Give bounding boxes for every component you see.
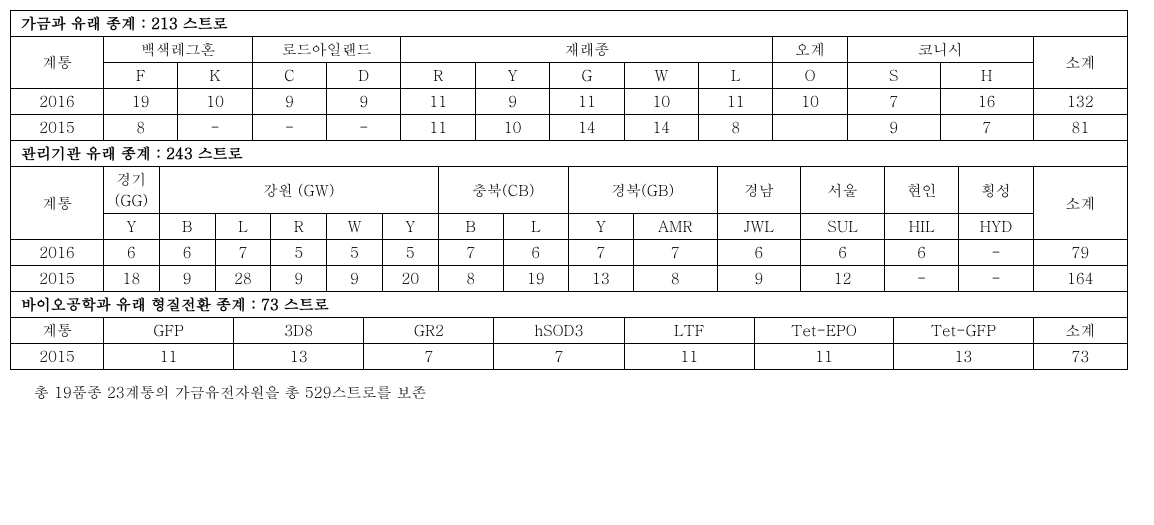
s1-col-F: F: [103, 63, 177, 89]
genetic-resource-table: 가금과 유래 종계 : 213 스트로 계통 백색레그혼 로드아일랜드 재래종 …: [10, 10, 1128, 370]
table-row: 2015 8 - - - 11 10 14 14 8 9 7 81: [11, 115, 1128, 141]
s2-year-2015: 2015: [11, 266, 104, 292]
s3-subtotal-label: 소계: [1033, 318, 1127, 344]
section3-title: 바이오공학과 유래 형질전환 종계 : 73 스트로: [11, 292, 1128, 318]
table-row: 2015 11 13 7 7 11 11 13 73: [11, 344, 1128, 370]
s1-year-2015: 2015: [11, 115, 104, 141]
s1-group-native: 재래종: [401, 37, 773, 63]
s3-col-hsod3: hSOD3: [494, 318, 624, 344]
s1-year-2016: 2016: [11, 89, 104, 115]
s2-group-hs: 횡성: [959, 167, 1033, 214]
s3-col-3d8: 3D8: [234, 318, 364, 344]
s2-group-gb: 경북(GB): [568, 167, 717, 214]
s1-col-K: K: [178, 63, 252, 89]
s1-group-leghorn: 백색레그혼: [103, 37, 252, 63]
section2-title: 관리기관 유래 종계 : 243 스트로: [11, 141, 1128, 167]
s1-group-cornish: 코니시: [847, 37, 1033, 63]
s1-col-H: H: [940, 63, 1033, 89]
s1-col-W: W: [624, 63, 698, 89]
s2-group-gn: 경남: [717, 167, 801, 214]
s2-year-2016: 2016: [11, 240, 104, 266]
s1-group-rhode: 로드아일랜드: [252, 37, 401, 63]
s2-group-seoul: 서울: [801, 167, 885, 214]
s2-group-hyunin: 현인: [884, 167, 958, 214]
s1-subtotal-label: 소계: [1033, 37, 1127, 89]
s2-group-gg: 경기 (GG): [103, 167, 159, 214]
s1-col-G: G: [550, 63, 624, 89]
footnote-text: 총 19품종 23계통의 가금유전자원을 총 529스트로를 보존: [10, 370, 1144, 403]
s3-col-tetgfp: Tet-GFP: [894, 318, 1033, 344]
s3-col-gfp: GFP: [103, 318, 233, 344]
s3-col-ltf: LTF: [624, 318, 754, 344]
s1-col-R: R: [401, 63, 475, 89]
s1-col-S: S: [847, 63, 940, 89]
s3-year-2015: 2015: [11, 344, 104, 370]
s1-col-D: D: [327, 63, 401, 89]
s2-group-cb: 충북(CB): [438, 167, 568, 214]
s1-col-L: L: [698, 63, 772, 89]
table-row: 2015 18 9 28 9 9 20 8 19 13 8 9 12 - - 1…: [11, 266, 1128, 292]
s1-group-ogye: 오계: [773, 37, 847, 63]
s1-col-O: O: [773, 63, 847, 89]
s2-group-gw: 강원 (GW): [159, 167, 438, 214]
s2-lineage-label: 계통: [11, 167, 104, 240]
s2-subtotal-label: 소계: [1033, 167, 1127, 240]
s3-lineage-label: 계통: [11, 318, 104, 344]
section1-title: 가금과 유래 종계 : 213 스트로: [11, 11, 1128, 37]
s3-col-tetepo: Tet-EPO: [754, 318, 893, 344]
s1-col-C: C: [252, 63, 326, 89]
table-row: 2016 6 6 7 5 5 5 7 6 7 7 6 6 6 - 79: [11, 240, 1128, 266]
s3-col-gr2: GR2: [364, 318, 494, 344]
s1-lineage-label: 계통: [11, 37, 104, 89]
s1-col-Y: Y: [475, 63, 549, 89]
table-row: 2016 19 10 9 9 11 9 11 10 11 10 7 16 132: [11, 89, 1128, 115]
